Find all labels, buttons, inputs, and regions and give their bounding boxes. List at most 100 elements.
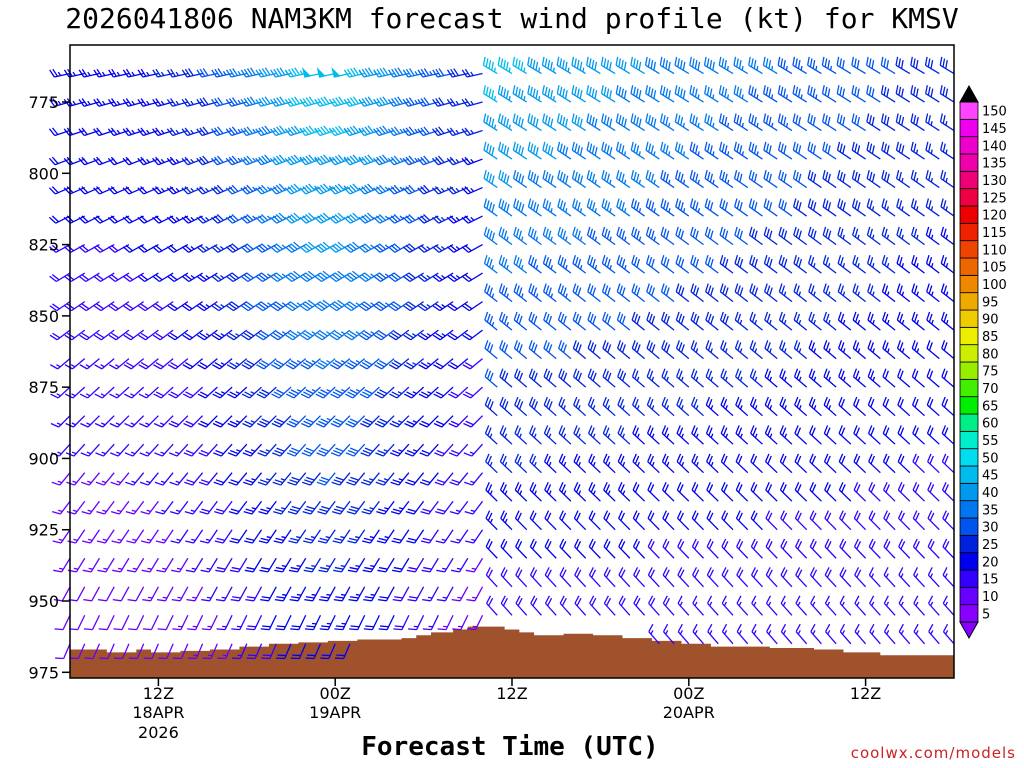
wind-barb [719, 255, 734, 274]
barb-full [317, 303, 326, 310]
barb-full [261, 418, 270, 424]
barb-full [49, 98, 56, 107]
barb-full [632, 396, 637, 406]
wind-barb [676, 396, 690, 417]
barb-full [647, 538, 653, 547]
barb-full [338, 125, 345, 133]
wind-barb [329, 329, 351, 341]
barb-half [146, 100, 150, 105]
wind-barb [485, 595, 498, 616]
barb-full [464, 303, 473, 310]
wind-barb [603, 510, 616, 531]
wind-barb [587, 340, 601, 360]
barb-full [635, 597, 641, 607]
barb-full [709, 258, 714, 268]
barb-full [764, 396, 769, 406]
barb-full [662, 143, 666, 153]
barb-full [679, 541, 685, 550]
barb-full [751, 200, 755, 209]
barb-full [347, 569, 357, 573]
wind-barb [586, 170, 601, 189]
barb-staff [107, 643, 115, 659]
barb-full [587, 340, 592, 349]
barb-full [491, 61, 494, 71]
barb-full [196, 187, 204, 195]
barb-full [748, 226, 753, 236]
barb-staff [209, 614, 218, 630]
barb-full [739, 258, 744, 268]
barb-full [214, 98, 221, 106]
wind-barb [344, 329, 366, 341]
wind-barb [388, 358, 410, 370]
barb-full [461, 157, 469, 166]
wind-barb [110, 472, 130, 486]
barb-half [311, 388, 317, 393]
barb-full [488, 60, 492, 69]
wind-barb [82, 529, 101, 544]
barb-full [708, 569, 714, 578]
barb-full [590, 455, 596, 465]
wind-barb [645, 141, 660, 160]
barb-full [331, 274, 340, 281]
barb-full [461, 187, 469, 195]
barb-staff [630, 64, 645, 75]
barb-full [315, 422, 325, 428]
barb-full [632, 538, 638, 547]
barb-staff [707, 631, 719, 645]
barb-full [750, 538, 756, 547]
wind-barb [432, 126, 454, 137]
barb-staff [631, 177, 645, 189]
barb-staff [734, 149, 749, 160]
wind-barb [618, 567, 631, 588]
barb-full [211, 275, 219, 283]
wind-barb [527, 56, 542, 75]
barb-full [246, 596, 256, 599]
barb-full [112, 569, 121, 573]
barb-half [440, 216, 445, 221]
barb-full [322, 241, 331, 249]
wind-barb [49, 272, 71, 283]
barb-half [176, 538, 181, 541]
barb-full [154, 481, 164, 486]
wind-barb [603, 567, 616, 588]
barb-full [667, 90, 671, 99]
barb-full [216, 213, 224, 221]
barb-full [255, 98, 262, 107]
barb-half [70, 364, 76, 368]
wind-barb [197, 386, 218, 399]
barb-full [548, 372, 553, 382]
wind-barb [617, 425, 631, 445]
wind-barb [513, 340, 528, 360]
wind-barb [211, 213, 233, 224]
barb-half [592, 433, 596, 438]
barb-staff [159, 272, 174, 283]
barb-full [260, 598, 269, 602]
barb-full [96, 244, 104, 252]
barb-staff [645, 149, 660, 160]
barb-full [560, 313, 565, 323]
wind-barb [720, 396, 734, 417]
wind-barb [216, 614, 233, 631]
barb-full [781, 313, 786, 323]
wind-barb [436, 557, 454, 573]
barb-full [405, 127, 412, 135]
wind-barb [387, 243, 410, 253]
barb-full [314, 98, 321, 107]
wind-barb [692, 595, 705, 616]
barb-full [723, 512, 729, 521]
barb-half [131, 129, 136, 134]
barb-full [515, 228, 520, 238]
barb-full [262, 625, 271, 628]
barb-full [724, 315, 729, 325]
barb-full [601, 255, 606, 264]
barb-full [516, 484, 522, 493]
wind-barb [199, 529, 218, 544]
barb-half [470, 129, 474, 134]
barb-full [230, 598, 240, 602]
barb-full [483, 226, 488, 236]
barb-full [260, 537, 270, 541]
barb-staff [750, 489, 763, 502]
barb-full [169, 186, 177, 194]
barb-full [110, 511, 120, 515]
barb-staff [675, 177, 690, 189]
